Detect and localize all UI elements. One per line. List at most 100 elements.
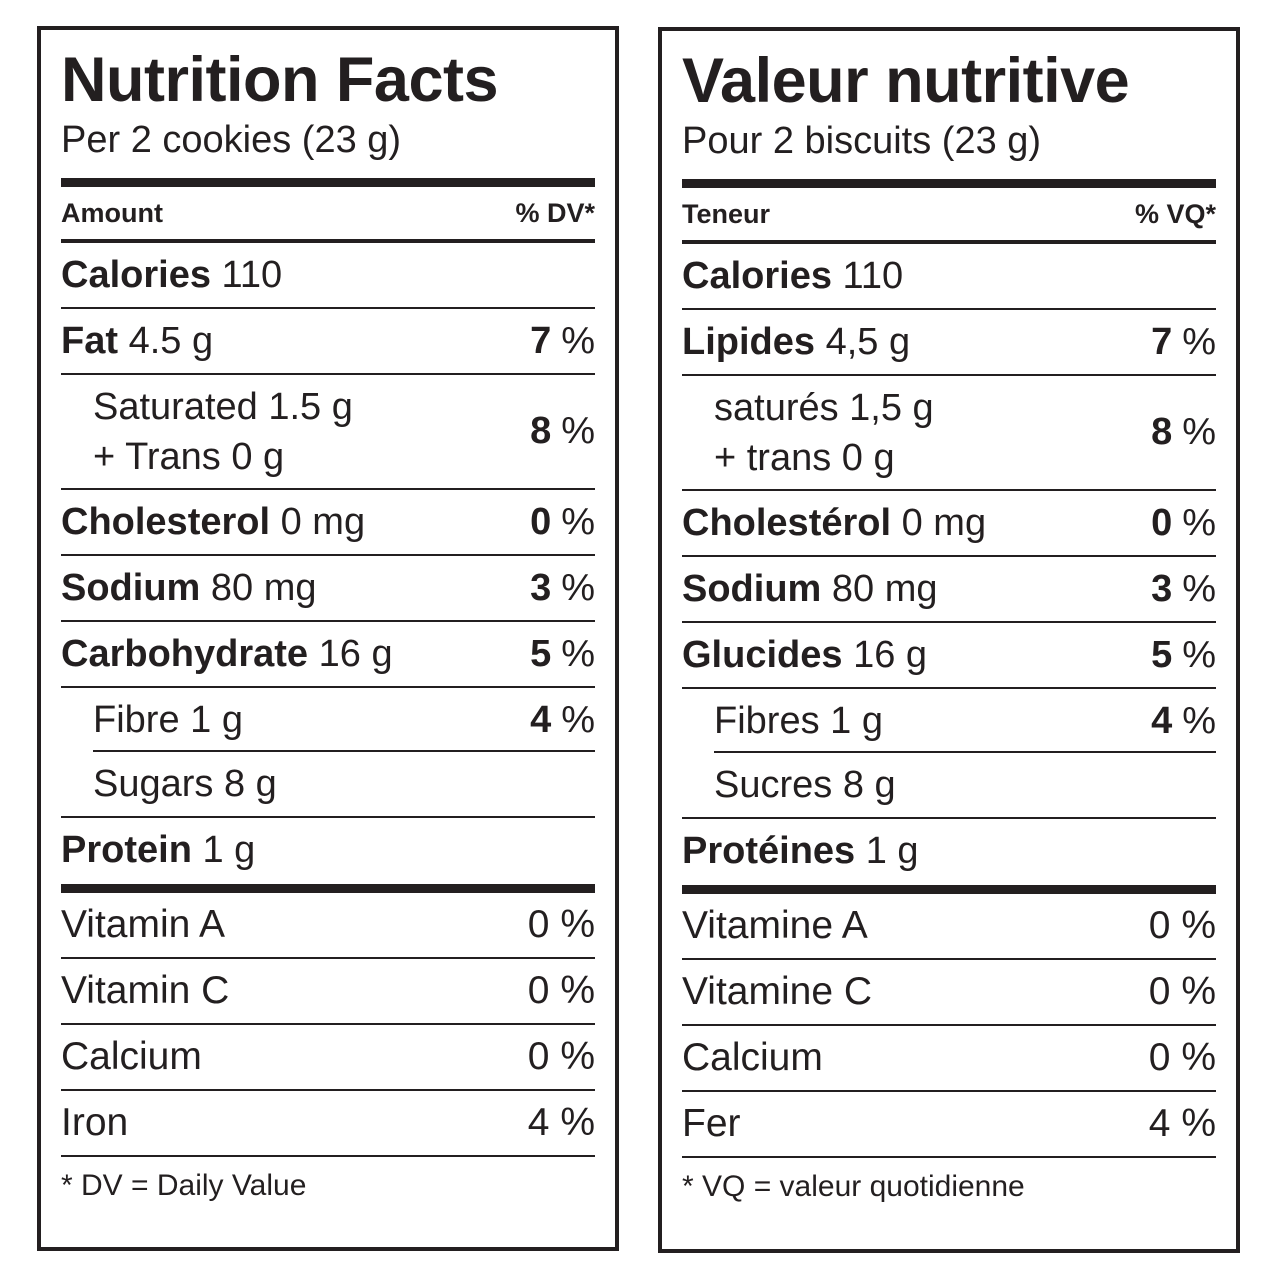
panel-title: Valeur nutritive [682,46,1130,116]
vitamin-dv: 0 % [527,969,595,1012]
vitamin-row: Calcium 0 % [61,1025,595,1091]
calories-row: Calories 110 [61,243,595,309]
fibre-row: Fibres 1 g 4% [682,689,1216,753]
nutrient-name: Sucres [714,764,833,806]
vitamin-row: Vitamin C 0 % [61,959,595,1025]
nutrition-facts-panel-french: Valeur nutritive Pour 2 biscuits (23 g) … [658,27,1240,1253]
nutrient-dv: 7 [530,319,552,362]
nutrient-dv: 4 [1151,699,1173,742]
nutrient-name: Protein [61,829,192,871]
nutrient-amount: 0 mg [280,501,366,543]
nutrition-facts-panel-english: Nutrition Facts Per 2 cookies (23 g) Amo… [37,26,619,1251]
vitamin-row: Vitamine C 0 % [682,960,1216,1026]
fibre-row: Fibre 1 g 4% [61,688,595,752]
vitamin-name: Vitamine C [682,970,873,1013]
calories-row: Calories 110 [682,244,1216,310]
nutrient-amount: 16 g [853,634,928,676]
vitamin-name: Calcium [61,1035,202,1078]
nutrient-amount: 80 mg [831,568,938,610]
vitamin-dv: 4 % [527,1101,595,1144]
percent-sign: % [561,566,595,609]
nutrient-name: Carbohydrate [61,633,309,675]
cholesterol-row: Cholestérol 0 mg 0% [682,491,1216,557]
percent-sign: % [561,698,595,741]
nutrient-name: Fat [61,320,118,362]
vitamin-row: Vitamin A 0 % [61,893,595,959]
percent-sign: % [1182,501,1216,544]
vitamin-name: Fer [682,1102,741,1145]
nutrient-name: Sodium [61,567,201,609]
nutrient-name: Sugars [93,763,214,805]
nutrient-dv: 5 [1151,633,1173,676]
divider-medium [61,239,595,243]
sugars-row: Sucres 8 g [682,753,1216,819]
nutrient-amount: 4.5 g [128,320,214,362]
nutrient-dv: 8 [530,410,552,452]
nutrient-amount: 8 g [223,763,277,805]
vitamin-dv: 0 % [1148,970,1216,1013]
percent-sign: % [1182,699,1216,742]
nutrient-dv: 7 [1151,320,1173,363]
nutrient-dv: 4 [530,698,552,741]
vitamin-dv: 0 % [527,1035,595,1078]
table-header: Teneur % VQ* [682,188,1216,240]
nutrient-name: Fibre [93,699,180,741]
vitamin-name: Vitamin A [61,903,226,946]
vitamin-row: Iron 4 % [61,1091,595,1157]
dv-label: % VQ* [1134,198,1216,229]
sodium-row: Sodium 80 mg 3% [61,556,595,622]
calories-value: 110 [842,255,904,297]
divider-thick [682,179,1216,188]
vitamin-dv: 0 % [1148,1036,1216,1079]
trans-line: + trans 0 g [714,436,895,479]
nutrient-amount: 80 mg [210,567,317,609]
nutrient-amount: 1 g [202,829,256,871]
footnote: * DV = Daily Value [61,1169,307,1202]
carbohydrate-row: Glucides 16 g 5% [682,623,1216,689]
saturated-line: Saturated 1.5 g [93,385,353,428]
nutrient-dv: 0 [530,500,552,543]
nutrient-amount: 8 g [842,764,896,806]
percent-sign: % [1182,567,1216,610]
saturated-trans-row: Saturated 1.5 g + Trans 0 g 8% [61,375,595,490]
nutrient-name: Glucides [682,634,843,676]
nutrient-amount: 16 g [318,633,393,675]
vitamin-dv: 4 % [1148,1102,1216,1145]
nutrient-amount: 1 g [865,830,919,872]
percent-sign: % [561,319,595,362]
fat-row: Fat 4.5 g 7% [61,309,595,375]
footnote: * VQ = valeur quotidienne [682,1170,1025,1203]
vitamin-dv: 0 % [527,903,595,946]
nutrient-name: Cholestérol [682,502,892,544]
divider-thick [682,885,1216,894]
vitamin-dv: 0 % [1148,904,1216,947]
protein-row: Protein 1 g [61,818,595,882]
divider-thick [61,884,595,893]
fat-row: Lipides 4,5 g 7% [682,310,1216,376]
nutrient-name: Lipides [682,321,816,363]
percent-sign: % [1182,411,1216,453]
dv-label: % DV* [515,197,595,228]
nutrient-name: Sodium [682,568,822,610]
nutrient-dv: 0 [1151,501,1173,544]
vitamin-name: Calcium [682,1036,823,1079]
calories-label: Calories [61,254,211,296]
vitamin-name: Vitamin C [61,969,230,1012]
sodium-row: Sodium 80 mg 3% [682,557,1216,623]
nutrient-amount: 1 g [190,699,243,741]
saturated-line: saturés 1,5 g [714,386,934,429]
nutrient-amount: 1 g [830,700,883,742]
vitamin-name: Iron [61,1101,129,1144]
calories-value: 110 [221,254,283,296]
vitamin-row: Calcium 0 % [682,1026,1216,1092]
saturated-trans-row: saturés 1,5 g + trans 0 g 8% [682,376,1216,491]
divider-thick [61,178,595,187]
percent-sign: % [561,632,595,675]
panel-title: Nutrition Facts [61,45,499,115]
percent-sign: % [561,500,595,543]
table-header: Amount % DV* [61,187,595,239]
nutrient-dv: 3 [530,566,552,609]
amount-label: Amount [61,197,163,228]
calories-label: Calories [682,255,832,297]
cholesterol-row: Cholesterol 0 mg 0% [61,490,595,556]
